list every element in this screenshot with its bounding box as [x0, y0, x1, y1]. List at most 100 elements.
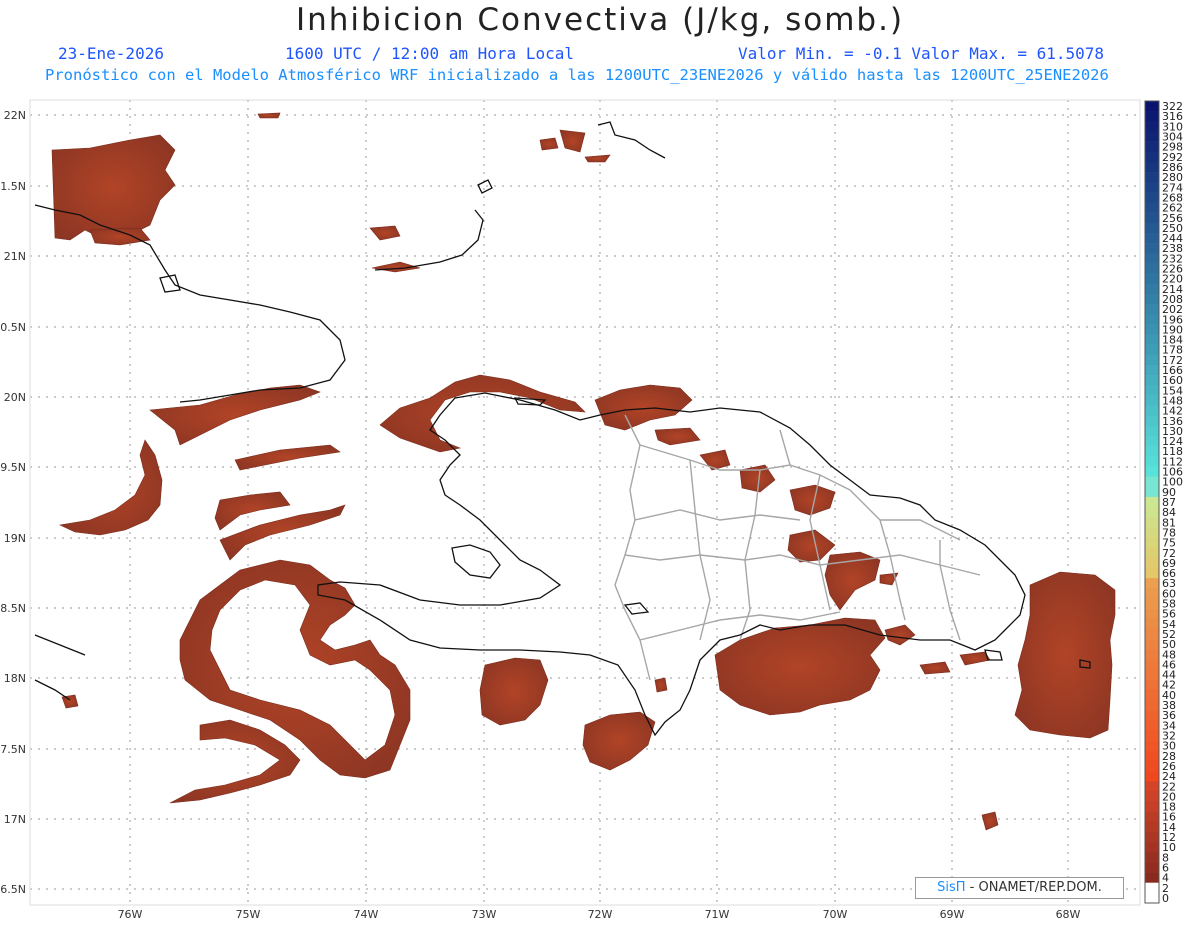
colorbar-swatch: [1145, 588, 1159, 599]
colorbar-swatch: [1145, 131, 1159, 142]
colorbar-label: 30: [1162, 740, 1176, 753]
colorbar-swatch: [1145, 364, 1159, 376]
colorbar-swatch: [1145, 415, 1159, 427]
colorbar-label: 226: [1162, 263, 1183, 276]
lon-axis: 76W 75W 74W 73W 72W 71W 70W 69W 68W: [118, 908, 1081, 921]
colorbar-swatch: [1145, 395, 1159, 406]
colorbar-swatch: [1145, 405, 1159, 417]
colorbar-label: 202: [1162, 303, 1183, 316]
colorbar-swatch: [1145, 628, 1159, 640]
colorbar-label: 50: [1162, 638, 1176, 651]
colorbar-swatch: [1145, 334, 1159, 345]
colorbar-swatch: [1145, 557, 1159, 569]
colorbar-swatch: [1145, 862, 1159, 873]
colorbar-swatch: [1145, 253, 1159, 264]
colorbar-label: 32: [1162, 729, 1176, 742]
colorbar-label: 8: [1162, 851, 1169, 864]
colorbar-label: 142: [1162, 405, 1183, 418]
colorbar-label: 78: [1162, 526, 1176, 539]
colorbar-label: 256: [1162, 212, 1183, 225]
colorbar-swatch: [1145, 202, 1159, 213]
colorbar-label: 106: [1162, 466, 1183, 479]
colorbar-label: 214: [1162, 283, 1183, 296]
colorbar-swatch: [1145, 720, 1159, 731]
colorbar-swatch: [1145, 852, 1159, 863]
colorbar-label: 280: [1162, 171, 1183, 184]
colorbar-label: 66: [1162, 567, 1176, 580]
colorbar-label: 250: [1162, 222, 1183, 235]
province-borders: [614, 414, 981, 681]
colorbar-label: 292: [1162, 151, 1183, 164]
colorbar-label: 298: [1162, 141, 1183, 154]
colorbar-label: 286: [1162, 161, 1183, 174]
colorbar-label: 166: [1162, 364, 1183, 377]
colorbar-swatch: [1145, 689, 1159, 701]
colorbar-label: 172: [1162, 354, 1183, 367]
forecast-date: 23-Ene-2026: [58, 44, 164, 63]
colorbar-swatch: [1145, 192, 1159, 203]
lon-label: 76W: [118, 908, 143, 921]
colorbar-swatch: [1145, 578, 1159, 589]
lon-label: 74W: [354, 908, 379, 921]
colorbar-label: 130: [1162, 425, 1183, 438]
colorbar-label: 56: [1162, 608, 1176, 621]
lon-label: 70W: [823, 908, 848, 921]
lat-label: 19N: [4, 532, 26, 545]
colorbar-swatch: [1145, 344, 1159, 356]
colorbar-swatch: [1145, 172, 1159, 183]
lon-label: 68W: [1056, 908, 1081, 921]
colorbar-label: 232: [1162, 252, 1183, 265]
colorbar-label: 178: [1162, 344, 1183, 357]
colorbar-swatch: [1145, 771, 1159, 782]
colorbar-label: 54: [1162, 618, 1176, 631]
colorbar: 3223163103042982922862802742682622562502…: [1144, 100, 1183, 905]
colorbar-label: 112: [1162, 455, 1183, 468]
colorbar-swatch: [1145, 273, 1159, 285]
colorbar-label: 63: [1162, 577, 1176, 590]
colorbar-label: 40: [1162, 689, 1176, 702]
colorbar-label: 90: [1162, 486, 1176, 499]
colorbar-swatch: [1145, 222, 1159, 234]
colorbar-label: 316: [1162, 110, 1183, 123]
colorbar-swatch: [1145, 699, 1159, 711]
colorbar-label: 26: [1162, 760, 1176, 773]
colorbar-label: 38: [1162, 699, 1176, 712]
colorbar-label: 268: [1162, 191, 1183, 204]
lat-label: 20N: [4, 391, 26, 404]
colorbar-swatch: [1145, 161, 1159, 173]
colorbar-swatch: [1145, 527, 1159, 538]
colorbar-label: 322: [1162, 100, 1183, 113]
colorbar-label: 87: [1162, 496, 1176, 509]
colorbar-swatch: [1145, 212, 1159, 224]
colorbar-label: 14: [1162, 821, 1176, 834]
colorbar-swatch: [1145, 801, 1159, 812]
colorbar-label: 81: [1162, 516, 1176, 529]
colorbar-label: 6: [1162, 861, 1169, 874]
cin-shading: [51, 112, 1116, 831]
colorbar-label: 190: [1162, 323, 1183, 336]
colorbar-swatch: [1145, 243, 1159, 254]
colorbar-swatch: [1145, 151, 1159, 163]
colorbar-swatch: [1145, 872, 1159, 883]
colorbar-swatch: [1145, 304, 1159, 315]
colorbar-label: 238: [1162, 242, 1183, 255]
colorbar-swatch: [1145, 781, 1159, 792]
colorbar-label: 42: [1162, 679, 1176, 692]
colorbar-label: 100: [1162, 476, 1183, 489]
lat-label: 8.5N: [0, 602, 26, 615]
colorbar-label: 60: [1162, 587, 1176, 600]
colorbar-label: 154: [1162, 384, 1183, 397]
grid-lines: [30, 100, 1140, 905]
coastlines: [34, 121, 1091, 737]
forecast-time: 1600 UTC / 12:00 am Hora Local: [285, 44, 574, 63]
lon-label: 72W: [588, 908, 613, 921]
colorbar-swatch: [1145, 375, 1159, 386]
colorbar-label: 34: [1162, 719, 1176, 732]
colorbar-swatch: [1145, 831, 1159, 843]
colorbar-swatch: [1145, 608, 1159, 620]
min-max-values: Valor Min. = -0.1 Valor Max. = 61.5078: [738, 44, 1105, 63]
colorbar-label: 310: [1162, 120, 1183, 133]
colorbar-swatch: [1145, 649, 1159, 660]
lat-label: 1.5N: [0, 180, 26, 193]
colorbar-swatch: [1145, 476, 1159, 488]
